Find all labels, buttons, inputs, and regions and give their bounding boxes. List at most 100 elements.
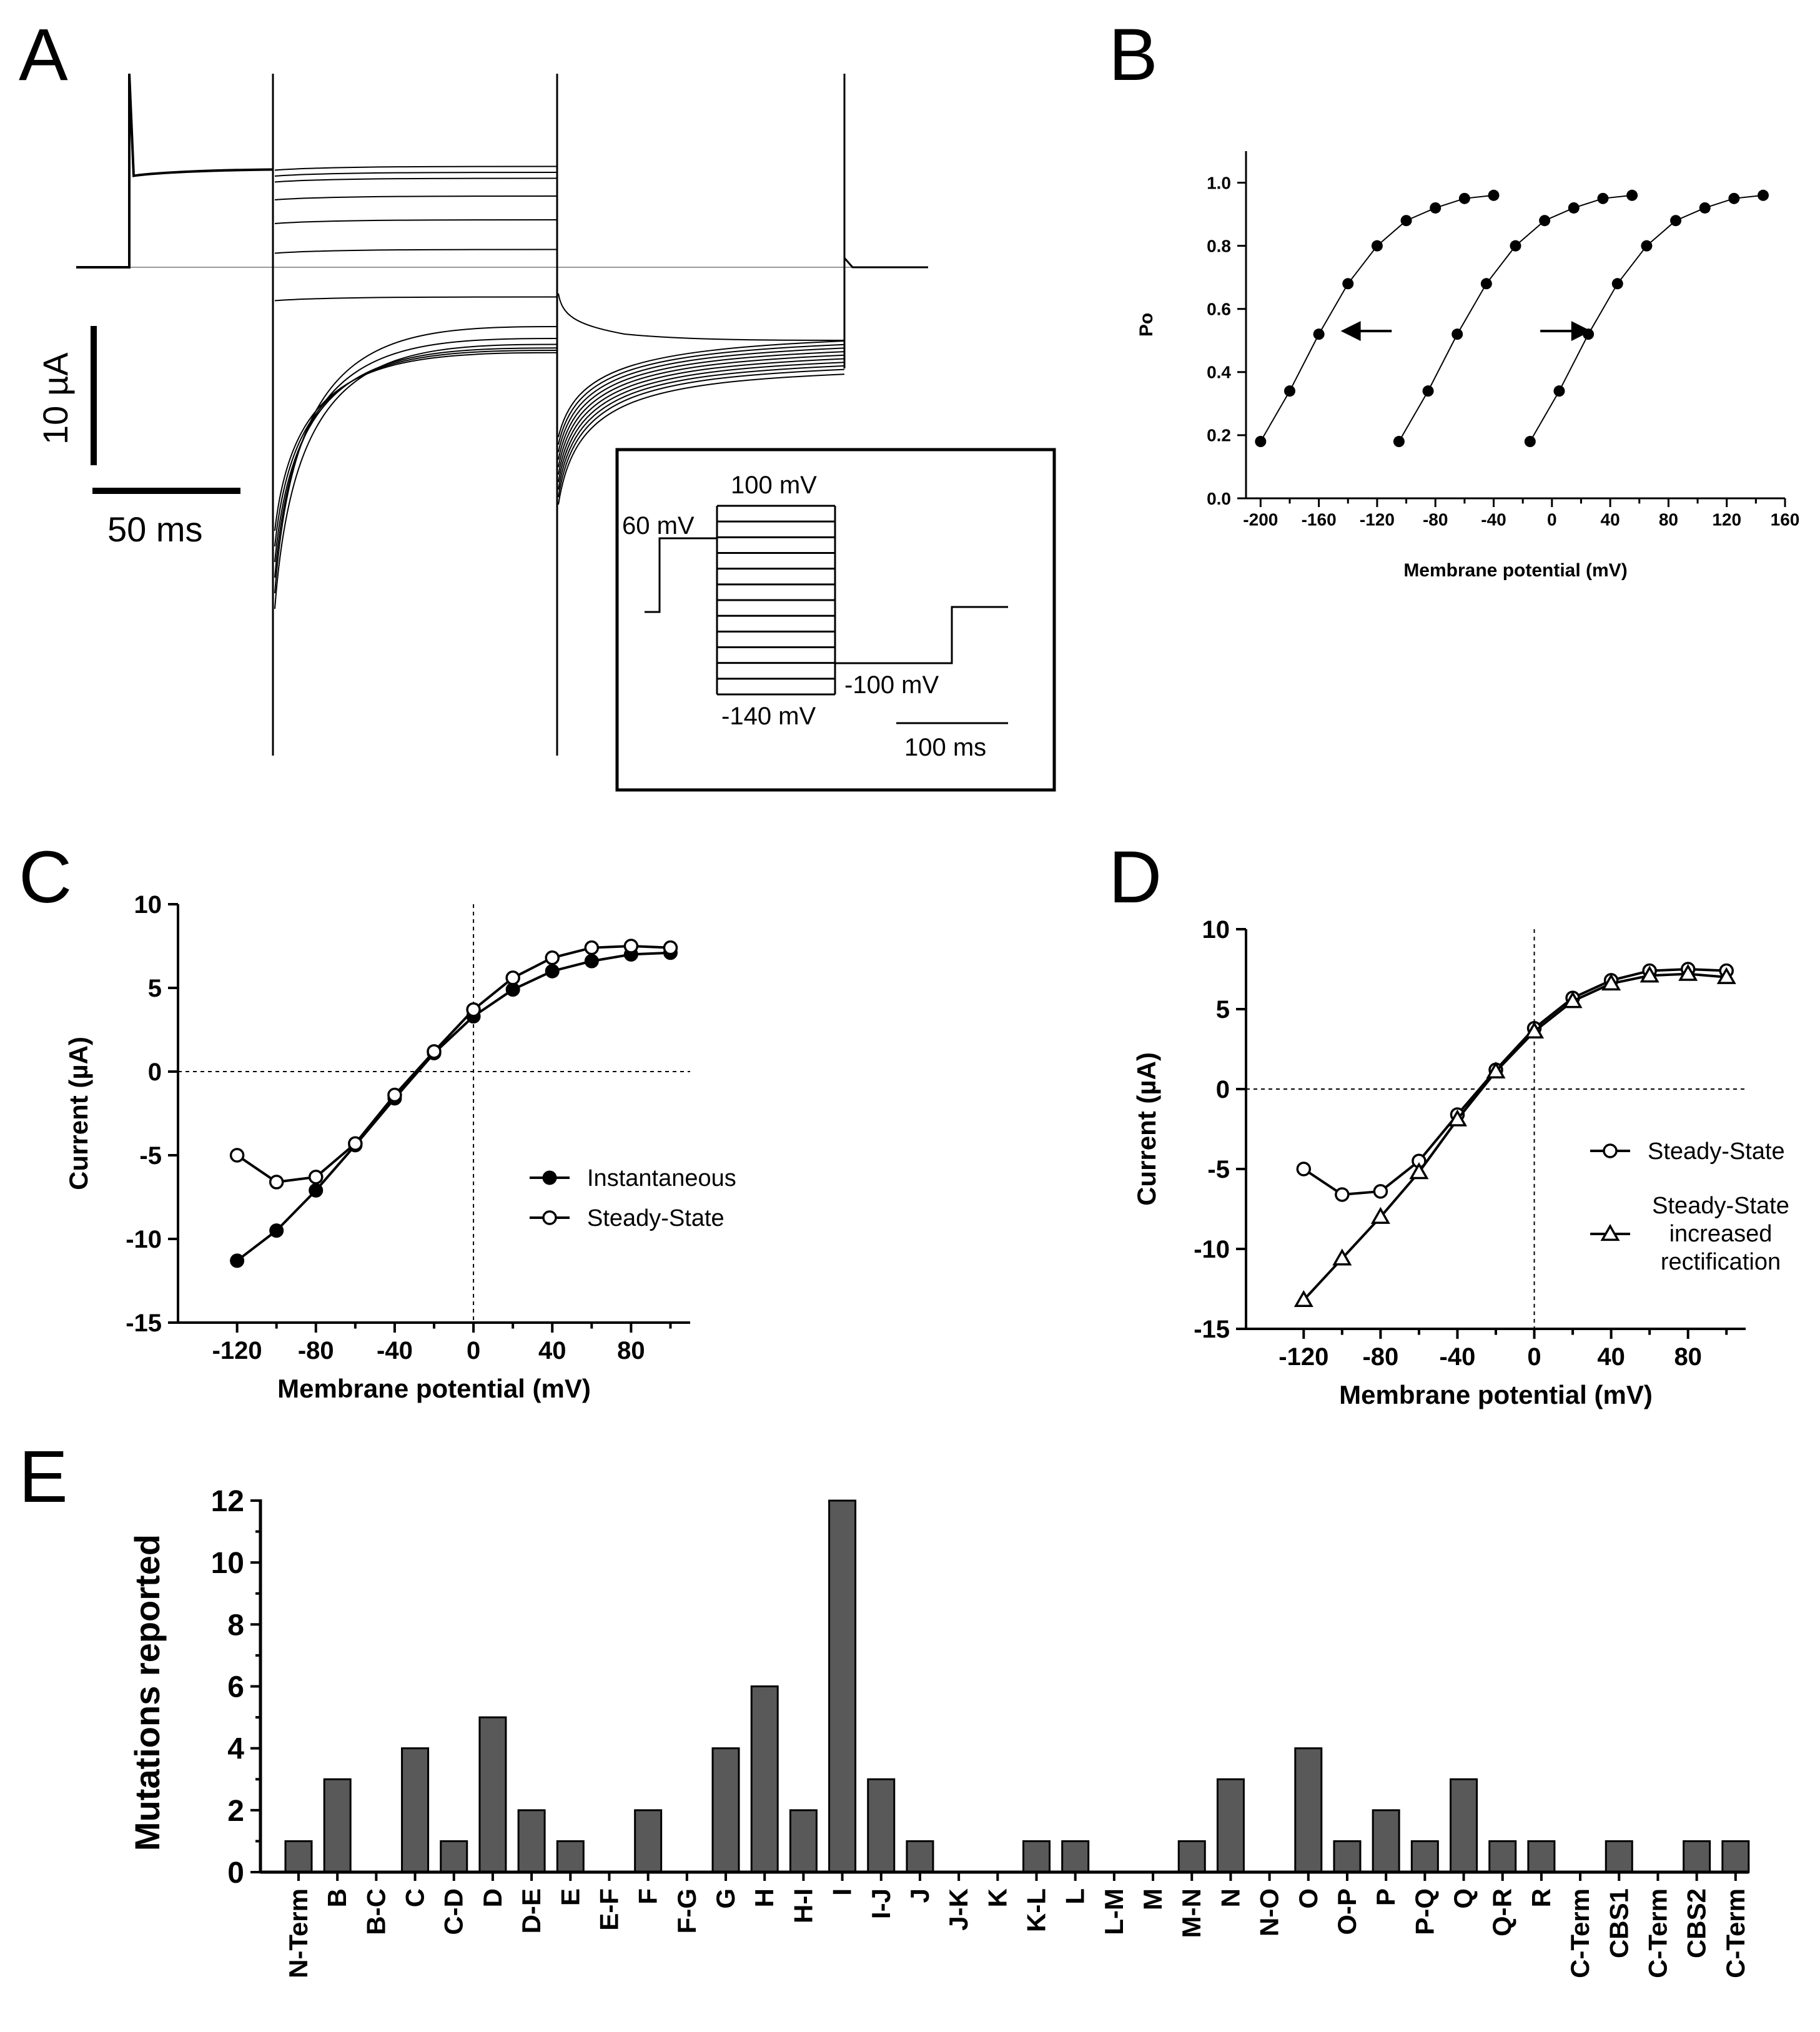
trace-tail-8 <box>558 365 845 490</box>
panel-e-category-label: CBS1 <box>1604 1888 1633 1958</box>
panel-e-y-tick-label: 2 <box>227 1795 244 1828</box>
panel-e-category-label: CBS2 <box>1682 1888 1711 1958</box>
panel-c-data-point <box>387 1087 402 1103</box>
panel-c-data-point <box>348 1136 363 1151</box>
panel-e-category-label: N-Term <box>284 1888 313 1978</box>
panel-d-data-point <box>1332 1248 1352 1266</box>
panel-b-data-point <box>1524 436 1536 448</box>
panel-e-y-tick-label: 6 <box>227 1671 244 1704</box>
panel-e-category-label: F <box>633 1888 663 1905</box>
panel-b-x-tick-label: 80 <box>1659 510 1678 529</box>
panel-c-legend-marker-2 <box>542 1210 557 1225</box>
trace-tail-4 <box>558 351 845 460</box>
panel-c-data-point <box>545 950 560 965</box>
panel-e-category-label: Q <box>1449 1888 1478 1909</box>
panel-d-y-tick-label: 10 <box>1202 916 1230 944</box>
panel-e-chart: N-Term B B-C C C-D D D-E E E-F F F-G G H H-I I I-J J J-K K… <box>127 1485 1750 1978</box>
panel-e-bar-37 <box>1683 1840 1711 1873</box>
panel-d-data-point <box>1525 1021 1545 1038</box>
panel-a-traces: 10 µA 50 ms 60 mV 100 mV -140 mV -100 mV… <box>36 73 1056 792</box>
trace-step-7 <box>274 296 558 302</box>
panel-b-x-tick-label: -120 <box>1360 510 1395 529</box>
panel-b-x-tick-label: 120 <box>1712 510 1741 529</box>
panel-e-bar-27 <box>1294 1747 1323 1873</box>
panel-e-y-tick-label: 0 <box>227 1857 244 1890</box>
panel-c-y-tick-label: 5 <box>148 975 162 1002</box>
panel-d-y-tick-label: 5 <box>1216 996 1230 1023</box>
panel-d-x-tick-label: 40 <box>1597 1343 1625 1371</box>
panel-c-data-point <box>466 1002 481 1017</box>
panel-c-data-point <box>505 970 520 985</box>
panel-e-category-label: J-K <box>944 1888 973 1931</box>
trace-step-5 <box>274 219 558 224</box>
panel-b-x-tick-label: -80 <box>1423 510 1448 529</box>
panel-e-category-label: D-E <box>517 1888 546 1933</box>
panel-b-data-point <box>1488 189 1500 201</box>
panel-e-bar-15 <box>828 1499 857 1873</box>
panel-e-category-label: B-C <box>361 1888 390 1935</box>
panel-e-category-label: C-D <box>439 1888 468 1935</box>
trace-return-phase <box>843 257 928 269</box>
panel-c-y-tick-label: 0 <box>148 1058 162 1086</box>
panel-b-data-point <box>1553 385 1565 397</box>
panel-d-data-point <box>1601 974 1621 991</box>
panel-b-data-point <box>1641 240 1653 252</box>
panel-e-bar-13 <box>750 1685 779 1873</box>
panel-e-category-label: G <box>711 1888 740 1909</box>
panel-c-data-point <box>584 954 599 969</box>
panel-d-data-point <box>1335 1187 1350 1202</box>
panel-b-data-point <box>1283 385 1295 397</box>
panel-d-data-point <box>1447 1109 1467 1127</box>
panel-d-legend-label-2c: rectification <box>1661 1249 1781 1275</box>
panel-c-data-point <box>269 1223 284 1238</box>
panel-e-bar-6 <box>478 1716 507 1873</box>
panel-c-data-point <box>309 1183 324 1198</box>
panel-e-bar-8 <box>556 1840 585 1873</box>
panel-d-legend-marker-1 <box>1603 1143 1618 1158</box>
panel-e-bar-32 <box>1488 1840 1517 1873</box>
panel-b-data-point <box>1728 192 1740 204</box>
panel-e-category-label: C <box>400 1888 430 1907</box>
panel-b-data-point <box>1342 278 1354 290</box>
panel-b-data-point <box>1371 240 1383 252</box>
panel-d-legend-label-2a: Steady-State <box>1652 1193 1789 1219</box>
panel-e-category-label: L <box>1061 1888 1090 1905</box>
panel-d-y-tick-label: -10 <box>1194 1236 1230 1263</box>
panel-e-bar-28 <box>1333 1840 1362 1873</box>
panel-c-data-point <box>309 1170 324 1185</box>
panel-label-a: A <box>19 14 68 96</box>
panel-label-d: D <box>1109 836 1162 919</box>
panel-b-y-tick-label: 0.4 <box>1207 363 1231 382</box>
inset-label-v-top: 100 mV <box>731 471 817 499</box>
panel-c-chart: -15 -10 -5 0 5 10 -120 -80 -40 0 40 80 Membrane pote… <box>64 891 736 1403</box>
trace-tail-2 <box>558 343 845 445</box>
panel-d-y-tick-label: 0 <box>1216 1076 1230 1103</box>
protocol-hold-step <box>645 537 717 613</box>
trace-step-8 <box>274 343 558 609</box>
panel-b-arrow-head-2 <box>1571 321 1591 342</box>
panel-b-data-point <box>1313 328 1325 340</box>
inset-label-v-bottom: -140 mV <box>721 703 816 730</box>
panel-e-bar-35 <box>1605 1840 1633 1873</box>
panel-e-bar-4 <box>401 1747 430 1873</box>
panel-e-category-label: C-Term <box>1643 1888 1672 1978</box>
panel-e-category-label: L-M <box>1099 1888 1129 1935</box>
panel-b-y-tick-label: 0.8 <box>1207 236 1231 255</box>
panel-e-bar-1 <box>284 1840 313 1873</box>
protocol-step-lines <box>717 505 835 696</box>
panel-e-y-tick-label: 12 <box>211 1485 244 1518</box>
panel-e-category-label: F-G <box>672 1888 701 1933</box>
panel-b-data-point <box>1422 385 1434 397</box>
panel-d-y-axis-label: Current (µA) <box>1132 1052 1161 1206</box>
panel-c-x-tick-label: 40 <box>538 1337 566 1364</box>
trace-step-10 <box>274 338 558 578</box>
panel-e-category-label: J <box>905 1888 934 1903</box>
panel-b-x-tick-label: -40 <box>1481 510 1506 529</box>
trace-step-6 <box>274 249 558 254</box>
panel-c-x-axis-label: Membrane potential (mV) <box>277 1374 591 1403</box>
panel-d-chart: -15 -10 -5 0 5 10 -120 -80 -40 0 40 80 Membrane pote… <box>1132 916 1789 1409</box>
current-traces <box>76 73 928 756</box>
panel-c-y-tick-label: -10 <box>126 1226 162 1253</box>
protocol-tail-step <box>835 606 1008 664</box>
